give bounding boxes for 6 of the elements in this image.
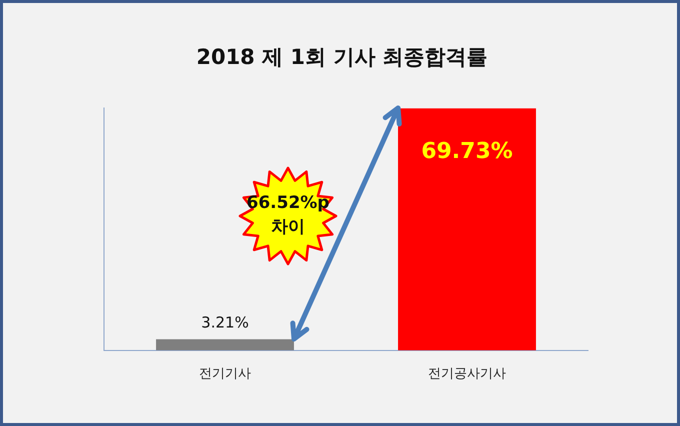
chart-title: 2018 제 1회 기사 최종합격률	[196, 45, 488, 70]
x-tick-label: 전기공사기사	[428, 366, 506, 382]
data-label: 3.21%	[201, 314, 249, 332]
annotation: 66.52%p 차이	[246, 192, 330, 239]
x-tick-label: 전기기사	[199, 366, 251, 382]
data-label: 69.73%	[421, 138, 513, 164]
